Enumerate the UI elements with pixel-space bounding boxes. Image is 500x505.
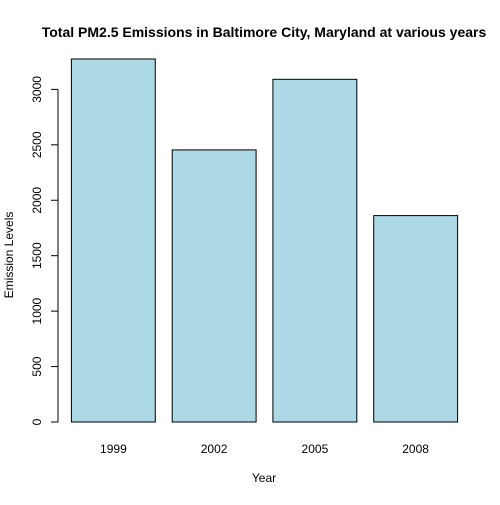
y-tick-label: 1000 [30,297,44,324]
bar-2005 [272,78,358,423]
y-tick-label: 0 [30,418,44,425]
y-tick-label: 2000 [30,187,44,214]
x-tick-label: 2005 [302,442,329,456]
x-tick-label: 2002 [201,442,228,456]
y-axis-title: Emission Levels [2,212,16,299]
x-axis-title: Year [252,471,276,485]
bar-1999 [70,58,156,423]
bars-group [70,58,459,423]
x-tick-label: 1999 [100,442,127,456]
chart-title: Total PM2.5 Emissions in Baltimore City,… [42,24,487,40]
y-tick-label: 500 [30,356,44,376]
bar-2002 [171,149,257,423]
x-tick-label: 2008 [402,442,429,456]
y-axis: 0 500 1000 1500 2000 2500 3000 [30,76,59,425]
y-tick-label: 2500 [30,131,44,158]
bar-2008 [373,215,459,423]
x-tick-labels: 1999 2002 2005 2008 [100,442,429,456]
y-tick-label: 1500 [30,242,44,269]
y-tick-label: 3000 [30,76,44,103]
